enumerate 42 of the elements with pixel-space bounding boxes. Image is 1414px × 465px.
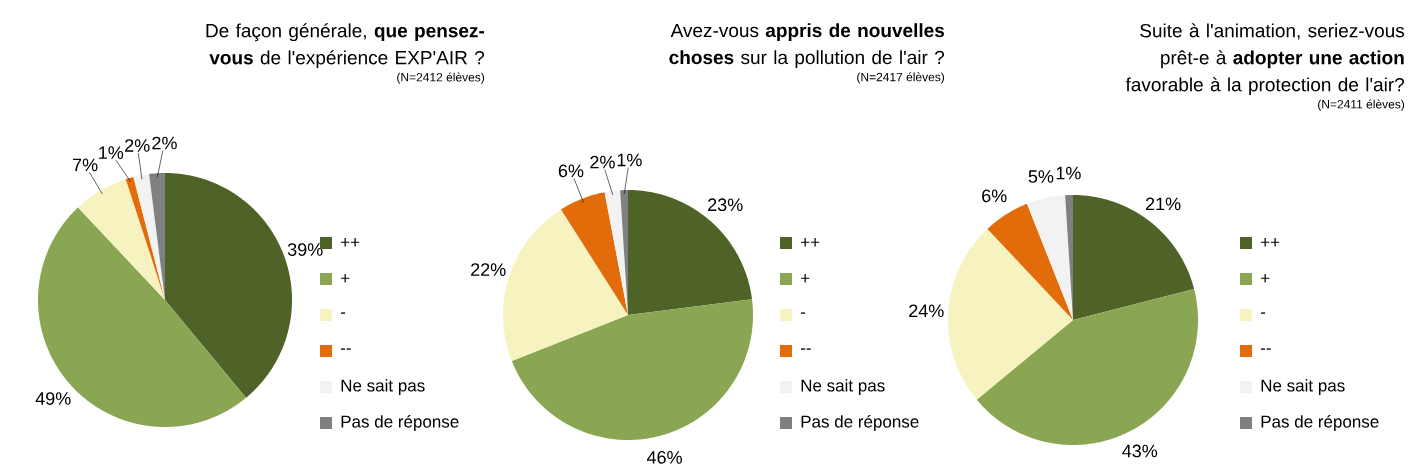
legend-label: - [340, 312, 346, 314]
legend-label: Pas de réponse [1261, 415, 1379, 432]
data-label: 1% [1056, 166, 1081, 180]
data-label: 5% [1028, 170, 1054, 183]
data-label: 7% [73, 158, 98, 172]
data-label: 43% [1122, 444, 1158, 458]
legend-label: + [1261, 274, 1270, 283]
chart-title: Avez-vous appris de nouvelles choses sur la pollution de l'air ? [669, 23, 945, 69]
data-label: 2% [125, 139, 150, 152]
data-label: 6% [558, 164, 584, 178]
data-label: 49% [35, 392, 71, 406]
legend-label: + [801, 274, 810, 283]
legend-label: Pas de réponse [801, 415, 919, 432]
legend-label: Ne sait pas [341, 379, 425, 396]
data-label: 1% [617, 153, 642, 167]
chart-subtitle: (N=2411 élèves) [1318, 99, 1405, 111]
chart-subtitle: (N=2412 élèves) [397, 72, 485, 84]
legend-label: - [800, 312, 806, 314]
legend-label: ++ [341, 238, 360, 247]
data-label: 21% [1146, 197, 1181, 211]
legend-label: -- [1260, 348, 1271, 350]
legend-label: Ne sait pas [1261, 379, 1345, 396]
legend-label: Pas de réponse [341, 415, 459, 432]
data-label: 39% [287, 243, 323, 257]
data-label: 23% [708, 198, 743, 212]
data-label: 24% [909, 304, 944, 318]
data-label: 2% [590, 155, 615, 169]
data-label: 46% [646, 451, 682, 464]
legend-label: + [341, 274, 350, 283]
legend-label: -- [340, 348, 351, 350]
legend-label: Ne sait pas [801, 379, 885, 396]
legend-label: ++ [1261, 238, 1280, 247]
data-label: 2% [152, 136, 177, 150]
data-label: 6% [982, 189, 1007, 203]
legend-label: -- [800, 348, 811, 350]
legend-label: ++ [801, 238, 820, 247]
chart-title: De façon générale, que pensez-vous de l'expérience EXP'AIR ? [206, 23, 485, 69]
legend-label: - [1260, 312, 1266, 314]
chart-subtitle: (N=2417 élèves) [857, 72, 945, 84]
data-label: 1% [99, 146, 124, 160]
chart-title: Suite à l'animation, seriez-vous prêt-e à adopter une action favorable à la protection de l'air? [1125, 23, 1405, 96]
data-label: 22% [471, 263, 506, 277]
